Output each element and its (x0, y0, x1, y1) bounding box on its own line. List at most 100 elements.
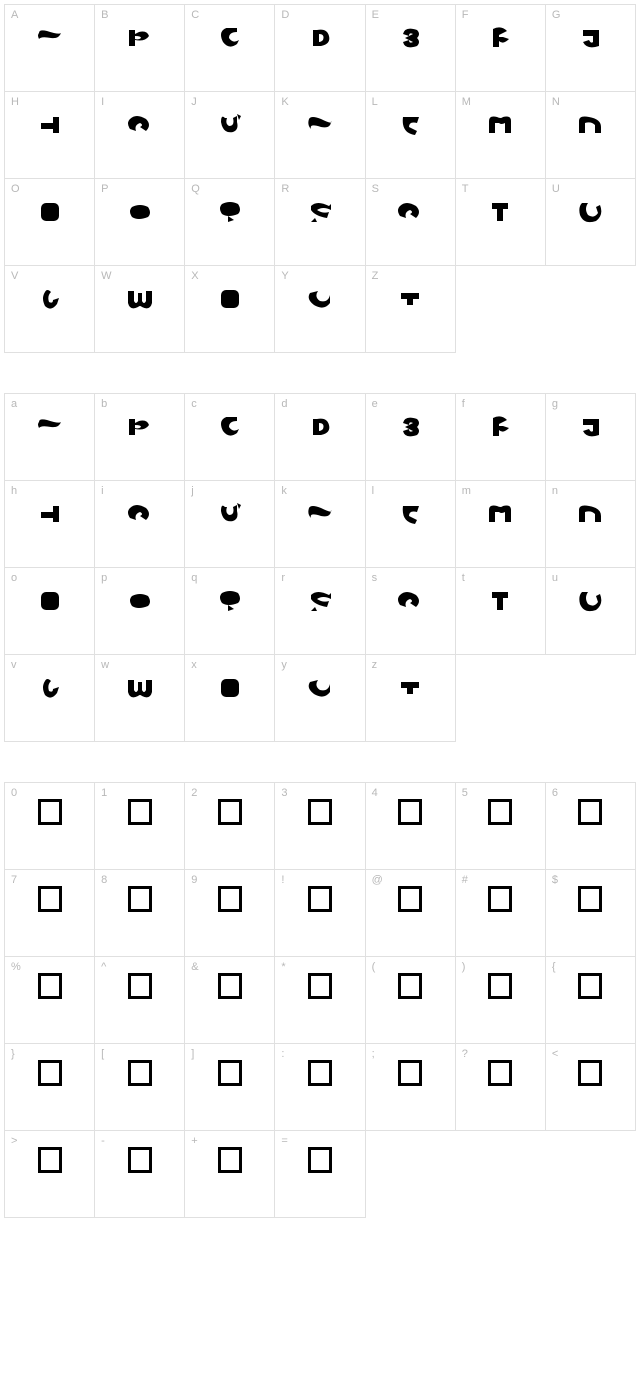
cell-label: 8 (101, 874, 107, 886)
cell-label: K (281, 96, 288, 108)
glyph-cell: O (5, 179, 95, 266)
cell-label: I (101, 96, 104, 108)
glyph-cell: w (95, 655, 185, 742)
glyph-Q (207, 586, 253, 616)
missing-glyph-icon (128, 973, 152, 999)
glyph-cell: v (5, 655, 95, 742)
missing-glyph-icon (398, 973, 422, 999)
empty-cell (456, 266, 546, 353)
glyph-L (387, 110, 433, 140)
cell-label: * (281, 961, 285, 973)
glyph-cell: V (5, 266, 95, 353)
glyph-U (567, 197, 613, 227)
missing-glyph-icon (38, 799, 62, 825)
empty-cell (366, 1131, 456, 1218)
glyph-cell: J (185, 92, 275, 179)
missing-glyph-icon (308, 886, 332, 912)
glyph-grid: 0123456789!@#$%^&*(){}[]:;?<>-+= (4, 782, 636, 1218)
cell-label: E (372, 9, 379, 21)
glyph-group-uppercase: ABCDEFGHIJKLMNOPQRSTUVWXYZ (4, 4, 636, 353)
cell-label: > (11, 1135, 17, 1147)
glyph-cell: 9 (185, 870, 275, 957)
cell-label: ) (462, 961, 466, 973)
missing-glyph-icon (398, 886, 422, 912)
glyph-I (117, 110, 163, 140)
cell-label: L (372, 96, 378, 108)
glyph-Z (387, 673, 433, 703)
glyph-cell: + (185, 1131, 275, 1218)
glyph-cell: 7 (5, 870, 95, 957)
cell-label: Z (372, 270, 379, 282)
glyph-Y (297, 284, 343, 314)
glyph-M (477, 499, 523, 529)
cell-label: @ (372, 874, 383, 886)
cell-label: W (101, 270, 111, 282)
glyph-cell: m (456, 481, 546, 568)
glyph-Y (297, 673, 343, 703)
missing-glyph-icon (578, 973, 602, 999)
glyph-cell: b (95, 394, 185, 481)
cell-label: : (281, 1048, 284, 1060)
glyph-cell: 4 (366, 783, 456, 870)
glyph-cell: U (546, 179, 636, 266)
glyph-cell: [ (95, 1044, 185, 1131)
cell-label: 9 (191, 874, 197, 886)
glyph-K (297, 499, 343, 529)
cell-label: - (101, 1135, 105, 1147)
cell-label: x (191, 659, 197, 671)
glyph-W (117, 673, 163, 703)
cell-label: S (372, 183, 379, 195)
glyph-cell: k (275, 481, 365, 568)
glyph-A (27, 23, 73, 53)
cell-label: a (11, 398, 17, 410)
glyph-cell: A (5, 5, 95, 92)
cell-label: M (462, 96, 471, 108)
cell-label: O (11, 183, 20, 195)
glyph-cell: z (366, 655, 456, 742)
glyph-cell: $ (546, 870, 636, 957)
cell-label: t (462, 572, 465, 584)
glyph-cell: j (185, 481, 275, 568)
glyph-M (477, 110, 523, 140)
cell-label: p (101, 572, 107, 584)
cell-label: o (11, 572, 17, 584)
glyph-N (567, 110, 613, 140)
glyph-R (297, 586, 343, 616)
glyph-B (117, 412, 163, 442)
glyph-cell: S (366, 179, 456, 266)
glyph-cell: P (95, 179, 185, 266)
glyph-cell: @ (366, 870, 456, 957)
cell-label: k (281, 485, 287, 497)
glyph-S (387, 197, 433, 227)
cell-label: m (462, 485, 471, 497)
glyph-cell: 1 (95, 783, 185, 870)
glyph-J (207, 110, 253, 140)
glyph-cell: h (5, 481, 95, 568)
missing-glyph-icon (128, 799, 152, 825)
glyph-cell: i (95, 481, 185, 568)
missing-glyph-icon (398, 1060, 422, 1086)
missing-glyph-icon (128, 886, 152, 912)
missing-glyph-icon (38, 1147, 62, 1173)
cell-label: ( (372, 961, 376, 973)
cell-label: 3 (281, 787, 287, 799)
cell-label: 5 (462, 787, 468, 799)
glyph-cell: l (366, 481, 456, 568)
glyph-E (387, 23, 433, 53)
glyph-cell: 2 (185, 783, 275, 870)
cell-label: 6 (552, 787, 558, 799)
glyph-cell: 3 (275, 783, 365, 870)
glyph-cell: C (185, 5, 275, 92)
cell-label: ] (191, 1048, 194, 1060)
cell-label: 7 (11, 874, 17, 886)
glyph-cell: 0 (5, 783, 95, 870)
cell-label: G (552, 9, 561, 21)
cell-label: ; (372, 1048, 375, 1060)
cell-label: T (462, 183, 469, 195)
missing-glyph-icon (218, 886, 242, 912)
cell-label: n (552, 485, 558, 497)
glyph-cell: % (5, 957, 95, 1044)
glyph-cell: r (275, 568, 365, 655)
glyph-cell: ) (456, 957, 546, 1044)
glyph-group-symbols: 0123456789!@#$%^&*(){}[]:;?<>-+= (4, 782, 636, 1218)
